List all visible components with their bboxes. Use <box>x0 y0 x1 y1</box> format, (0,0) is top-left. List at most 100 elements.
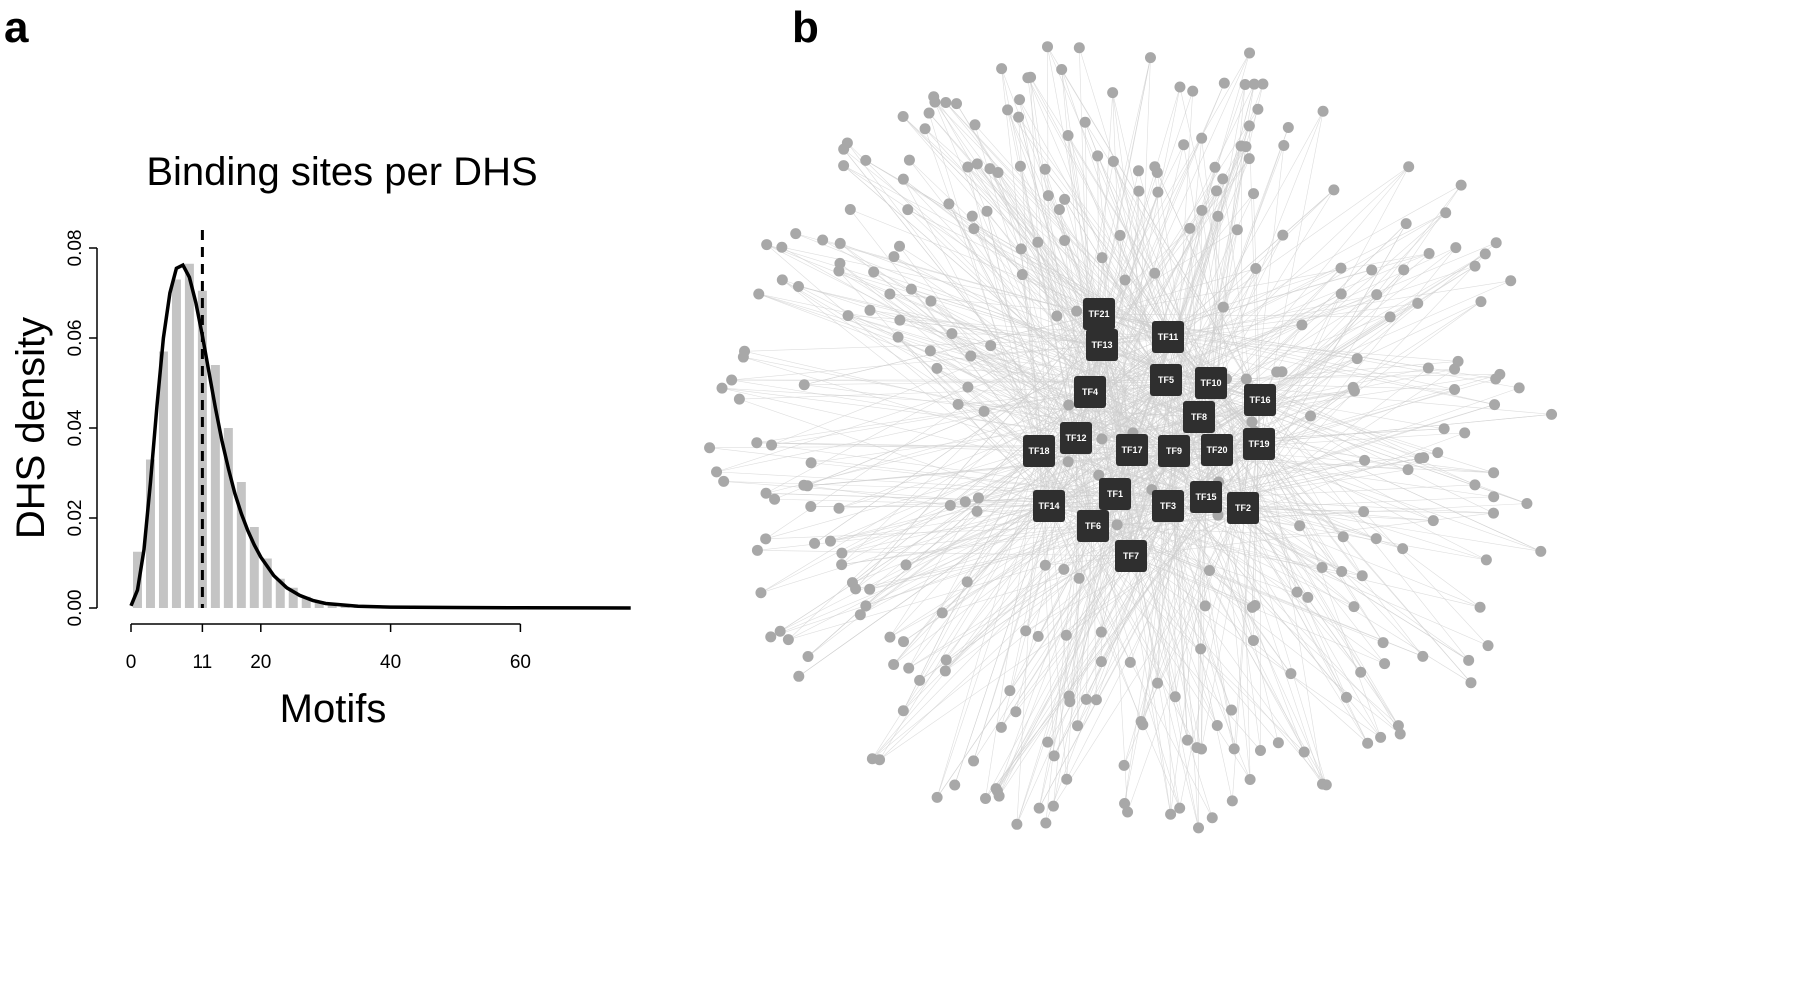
panel-a-letter: a <box>4 3 29 52</box>
target-node <box>894 240 906 252</box>
target-node <box>726 374 738 386</box>
network-edge <box>1066 507 1244 636</box>
network-edge <box>1167 336 1358 359</box>
network-edge <box>1140 399 1261 722</box>
target-node <box>716 382 728 394</box>
tf-node-label: TF10 <box>1200 378 1221 388</box>
network-edge <box>930 300 1200 418</box>
target-node <box>1033 802 1045 814</box>
network-edge <box>852 391 1091 583</box>
target-node <box>1302 591 1314 603</box>
target-node <box>919 123 931 135</box>
network-edge <box>997 555 1132 792</box>
network-edge <box>970 344 1103 357</box>
target-node <box>1073 572 1085 584</box>
target-node <box>798 479 810 491</box>
target-node <box>1469 260 1481 272</box>
target-node <box>1337 531 1349 543</box>
network-edge <box>1259 399 1494 514</box>
target-node <box>949 779 961 791</box>
network-edge <box>1001 68 1050 507</box>
target-node <box>931 362 943 374</box>
target-node <box>1449 383 1461 395</box>
target-node <box>1482 640 1494 652</box>
target-node <box>1490 237 1502 249</box>
target-node <box>733 393 745 405</box>
tf-node: TF17 <box>1116 434 1148 466</box>
target-node <box>925 295 937 307</box>
target-node <box>1351 353 1363 365</box>
target-node <box>805 500 817 512</box>
target-node <box>888 658 900 670</box>
target-node <box>1488 467 1500 479</box>
target-node <box>1217 173 1229 185</box>
target-node <box>1400 218 1412 230</box>
network-edge <box>1167 404 1495 507</box>
histogram-bar <box>210 365 220 608</box>
target-node <box>1184 222 1196 234</box>
target-node <box>1475 296 1487 308</box>
target-node <box>846 577 858 589</box>
tf-node: TF19 <box>1243 428 1275 460</box>
target-node <box>798 379 810 391</box>
network-edge <box>1201 496 1207 749</box>
network-edge <box>1258 374 1500 445</box>
network-edge <box>1167 336 1495 405</box>
target-node <box>874 754 886 766</box>
y-tick-label: 0.04 <box>65 409 86 446</box>
target-node <box>824 535 836 547</box>
target-node <box>751 437 763 449</box>
target-node <box>836 559 848 571</box>
target-node <box>739 345 751 357</box>
network-edge <box>1075 189 1335 439</box>
network-edge <box>756 391 1091 444</box>
network-edge <box>1038 450 1368 744</box>
network-edge <box>841 525 1094 554</box>
target-node <box>1015 243 1027 255</box>
tf-node-label: TF4 <box>1082 387 1098 397</box>
network-edge <box>1173 450 1254 641</box>
tf-node-box <box>1243 428 1275 460</box>
target-node <box>1056 63 1068 75</box>
histogram-bar <box>314 601 324 608</box>
network-edge <box>1098 313 1344 538</box>
y-tick-label: 0.06 <box>65 320 86 357</box>
network-edge <box>1205 496 1469 661</box>
target-node <box>1042 41 1054 53</box>
target-node <box>1320 779 1332 791</box>
network-edge <box>942 555 1132 614</box>
network-edge <box>958 391 1091 405</box>
histogram-bars <box>133 263 363 608</box>
network-edge <box>743 356 1244 509</box>
network-edge <box>1242 184 1462 509</box>
histogram-bar <box>249 527 259 608</box>
tf-node-label: TF15 <box>1195 492 1216 502</box>
target-node <box>940 654 952 666</box>
network-edge <box>1167 336 1277 373</box>
network-edge <box>1131 430 1255 451</box>
tf-node-label: TF21 <box>1088 309 1109 319</box>
target-node <box>1296 319 1308 331</box>
target-node <box>1217 301 1229 313</box>
x-tick-label: 20 <box>250 652 271 673</box>
target-node <box>864 583 876 595</box>
network-edge <box>1101 324 1302 346</box>
target-node <box>1039 163 1051 175</box>
target-node <box>1093 469 1105 481</box>
target-node <box>971 505 983 517</box>
target-node <box>1122 806 1134 818</box>
target-node <box>1226 795 1238 807</box>
tf-node: TF4 <box>1074 376 1106 408</box>
network-edge <box>1022 274 1133 451</box>
target-node <box>1488 491 1500 503</box>
target-node <box>1095 656 1107 668</box>
target-node <box>1377 637 1389 649</box>
tf-node-label: TF6 <box>1085 521 1101 531</box>
network-edge <box>1059 209 1100 315</box>
target-node <box>1452 355 1464 367</box>
target-node <box>1096 252 1108 264</box>
network-edge <box>1048 505 1219 516</box>
target-node <box>1002 104 1014 116</box>
tf-node: TF18 <box>1023 435 1055 467</box>
tf-node: TF10 <box>1195 367 1227 399</box>
